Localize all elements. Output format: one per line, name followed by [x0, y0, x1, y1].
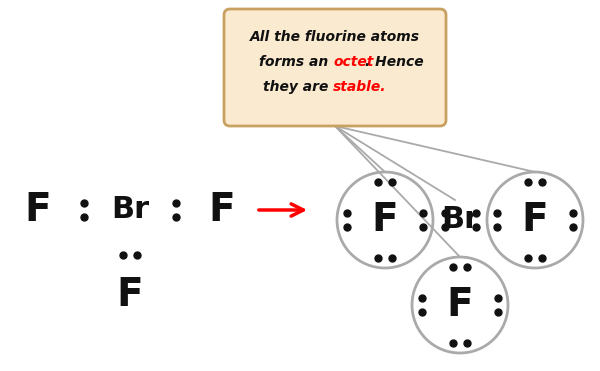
- Text: F: F: [25, 191, 52, 229]
- Text: Br: Br: [441, 206, 479, 234]
- Text: F: F: [521, 201, 548, 239]
- Text: F: F: [116, 276, 143, 314]
- Text: F: F: [446, 286, 473, 324]
- Text: forms an: forms an: [259, 55, 333, 69]
- Text: All the fluorine atoms: All the fluorine atoms: [250, 30, 420, 44]
- Text: stable.: stable.: [333, 80, 386, 94]
- FancyBboxPatch shape: [224, 9, 446, 126]
- Text: F: F: [371, 201, 398, 239]
- Text: octet: octet: [333, 55, 373, 69]
- Text: Br: Br: [111, 196, 149, 224]
- Text: F: F: [209, 191, 235, 229]
- Text: . Hence: . Hence: [365, 55, 424, 69]
- Text: they are: they are: [263, 80, 333, 94]
